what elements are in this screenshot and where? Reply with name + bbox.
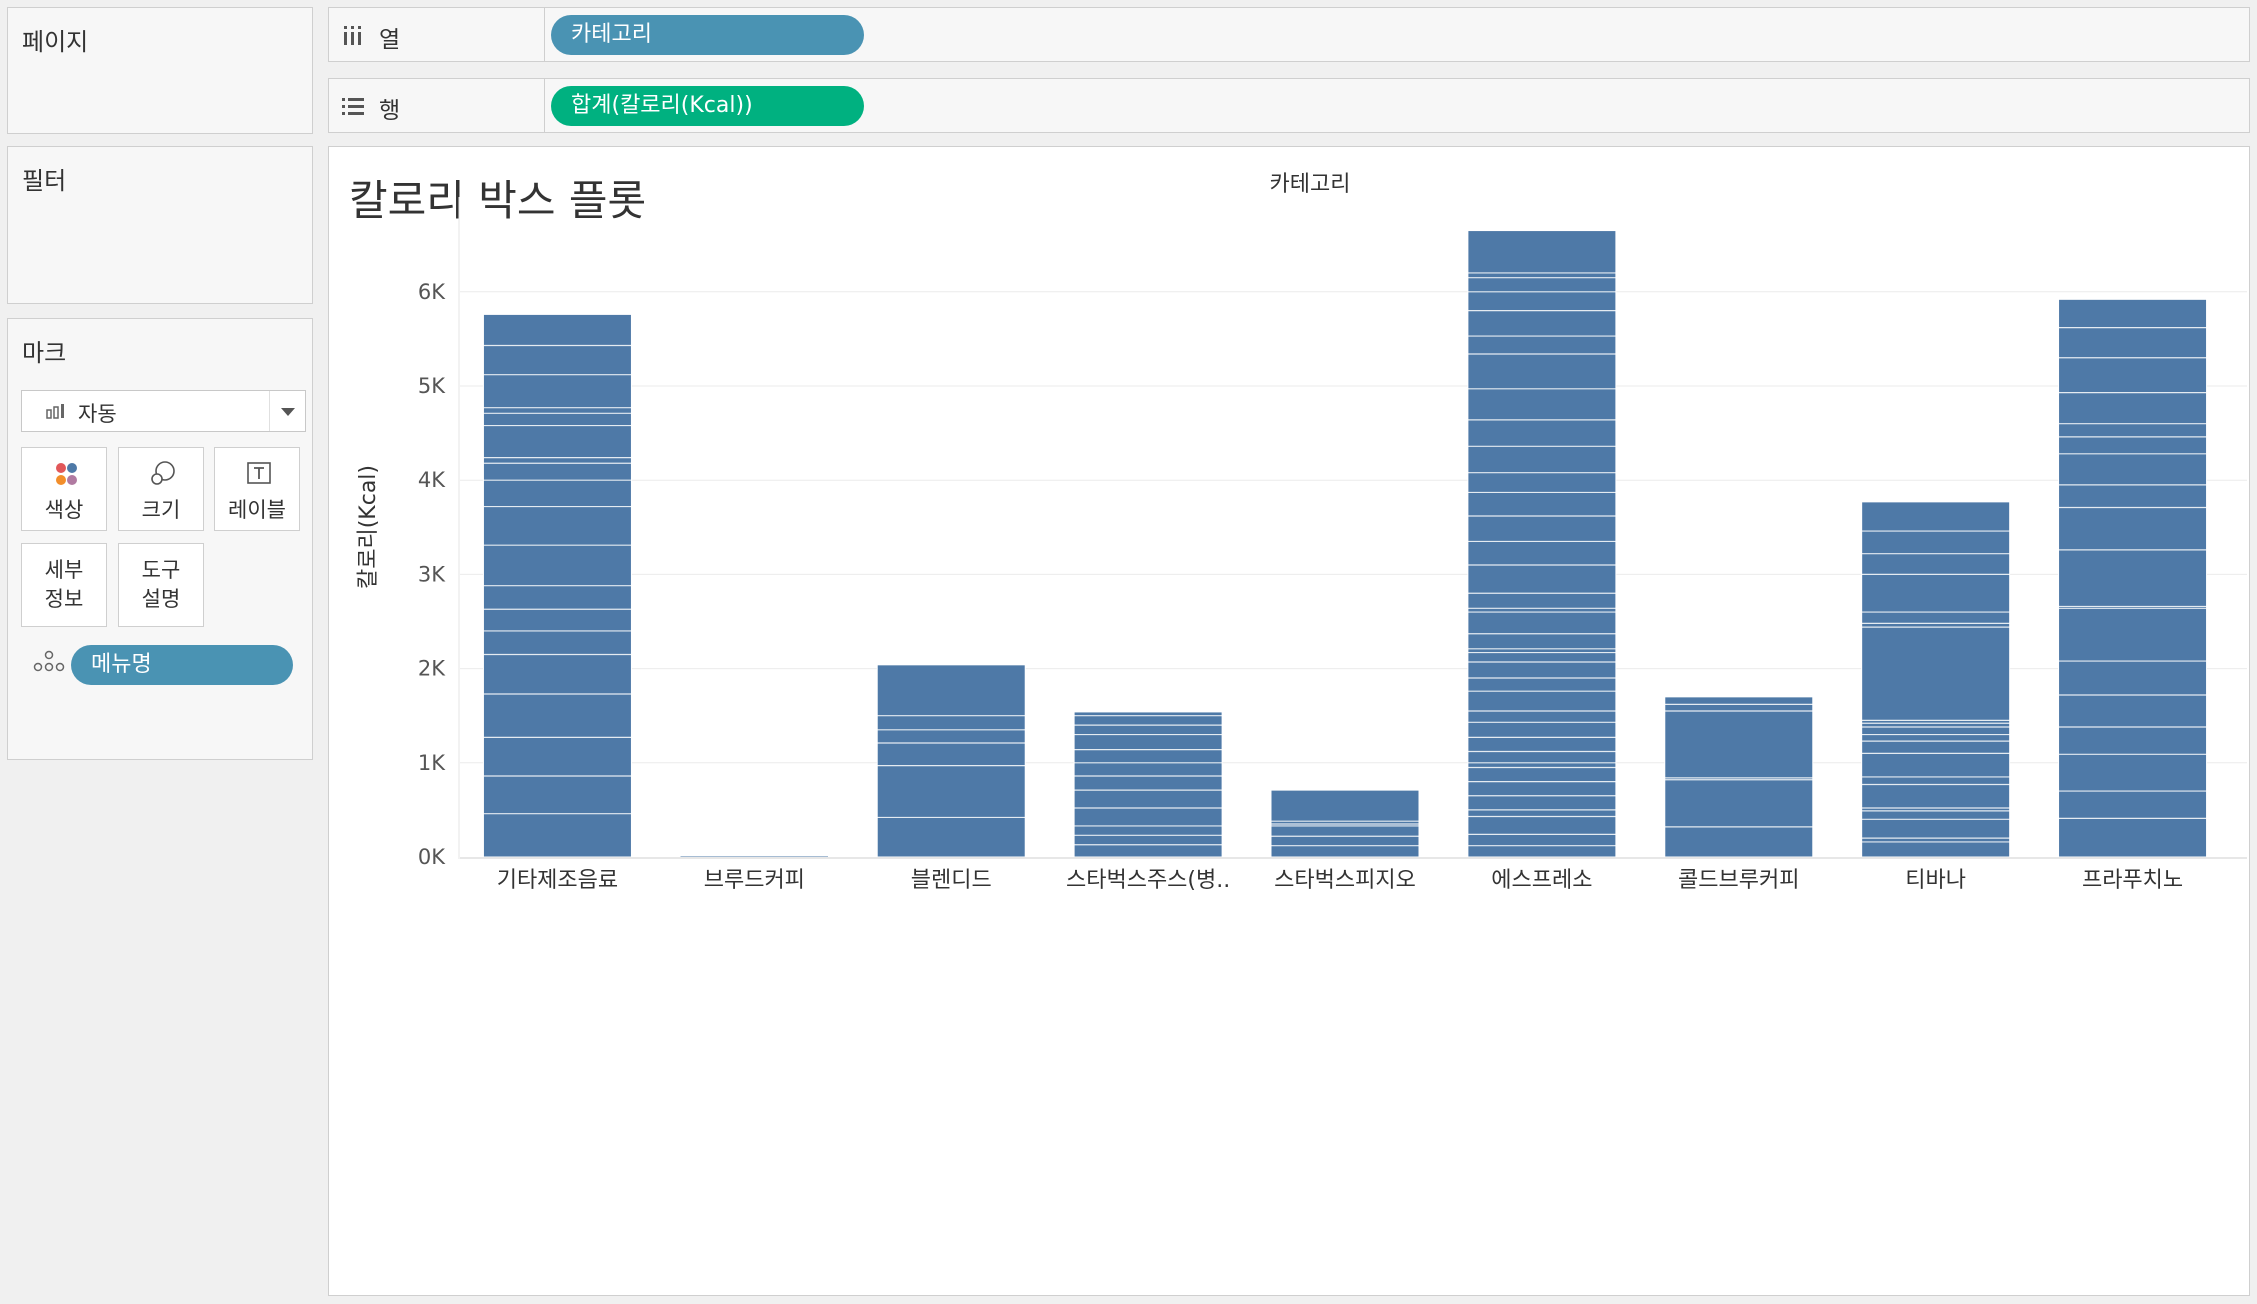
size-label: 크기 bbox=[141, 498, 181, 522]
bar-8 bbox=[1861, 501, 2011, 858]
bar-3 bbox=[876, 664, 1026, 858]
y-axis-label: 칼로리(Kcal) bbox=[356, 465, 381, 589]
mark-type-dropdown[interactable]: 자동 bbox=[21, 390, 306, 432]
x-tick-label: 프라푸치노 bbox=[2082, 868, 2183, 893]
column-header: 카테고리 bbox=[1270, 172, 1351, 197]
size-button[interactable]: 크기 bbox=[118, 447, 204, 531]
y-tick-label: 3K bbox=[418, 562, 446, 586]
y-tick-label: 4K bbox=[418, 468, 446, 492]
bar-6 bbox=[1467, 230, 1617, 858]
pages-card[interactable]: 페이지 bbox=[7, 7, 313, 134]
color-dots-icon bbox=[56, 463, 77, 485]
chevron-down-icon[interactable] bbox=[269, 391, 305, 431]
label-label: 레이블 bbox=[228, 498, 286, 522]
bar-9 bbox=[2058, 298, 2208, 858]
tooltip-label: 도구 설명 bbox=[141, 558, 181, 611]
marks-card: 마크 자동 색상 크기 레이블 세부 bbox=[7, 318, 313, 760]
bar-2 bbox=[679, 855, 829, 858]
bar-7 bbox=[1664, 696, 1814, 858]
x-tick-label: 스타벅스피지오 bbox=[1274, 868, 1416, 893]
columns-shelf[interactable]: 열 카테고리 bbox=[328, 7, 2250, 62]
x-tick-label: 티바나 bbox=[1905, 868, 1966, 893]
rows-shelf-header: 행 bbox=[329, 79, 545, 132]
bar-chart-icon bbox=[46, 404, 64, 419]
filters-card[interactable]: 필터 bbox=[7, 146, 313, 304]
columns-label: 열 bbox=[379, 27, 401, 53]
text-label-icon bbox=[247, 462, 271, 484]
y-tick-label: 6K bbox=[418, 280, 446, 304]
rows-pill[interactable]: 합계(칼로리(Kcal)) bbox=[551, 86, 864, 126]
detail-button[interactable]: 세부 정보 bbox=[21, 543, 107, 627]
view-area: 칼로리 박스 플롯 카테고리 0K 1K 2K 3K 4K 5K 6K 칼로리(Kcal) 기타제… bbox=[328, 146, 2250, 1296]
color-button[interactable]: 색상 bbox=[21, 447, 107, 531]
y-tick-label: 0K bbox=[418, 845, 446, 869]
color-label: 색상 bbox=[44, 498, 84, 522]
mark-type-label: 자동 bbox=[78, 402, 117, 426]
view-title: 칼로리 박스 플롯 bbox=[349, 176, 647, 225]
rows-shelf[interactable]: 행 합계(칼로리(Kcal)) bbox=[328, 78, 2250, 133]
bar-4 bbox=[1073, 711, 1223, 858]
y-tick-label: 1K bbox=[418, 751, 446, 775]
x-tick-label: 스타벅스주스(병.. bbox=[1066, 868, 1230, 893]
marks-title: 마크 bbox=[22, 339, 67, 367]
x-tick-label: 브루드커피 bbox=[704, 868, 805, 893]
tooltip-button[interactable]: 도구 설명 bbox=[118, 543, 204, 627]
detail-label: 세부 정보 bbox=[44, 558, 84, 611]
y-tick-label: 5K bbox=[418, 374, 446, 398]
rows-label: 행 bbox=[379, 98, 401, 124]
y-tick-label: 2K bbox=[418, 657, 446, 681]
x-tick-label: 에스프레소 bbox=[1491, 868, 1592, 893]
columns-shelf-header: 열 bbox=[329, 8, 545, 61]
label-button[interactable]: 레이블 bbox=[214, 447, 300, 531]
chart: 카테고리 0K 1K 2K 3K 4K 5K 6K 칼로리(Kcal) 기타제조음료 브루드커피 블렌… bbox=[356, 172, 2247, 893]
columns-pill[interactable]: 카테고리 bbox=[551, 15, 864, 55]
x-tick-label: 블렌디드 bbox=[911, 868, 992, 893]
filters-title: 필터 bbox=[22, 167, 67, 195]
x-tick-label: 기타제조음료 bbox=[497, 868, 618, 893]
pages-title: 페이지 bbox=[22, 28, 89, 56]
detail-dots-icon bbox=[33, 650, 65, 672]
x-tick-label: 콜드브루커피 bbox=[1678, 868, 1799, 893]
detail-pill[interactable]: 메뉴명 bbox=[71, 645, 293, 685]
size-circles-icon bbox=[151, 461, 175, 485]
columns-icon bbox=[344, 26, 361, 45]
rows-icon bbox=[342, 98, 364, 115]
